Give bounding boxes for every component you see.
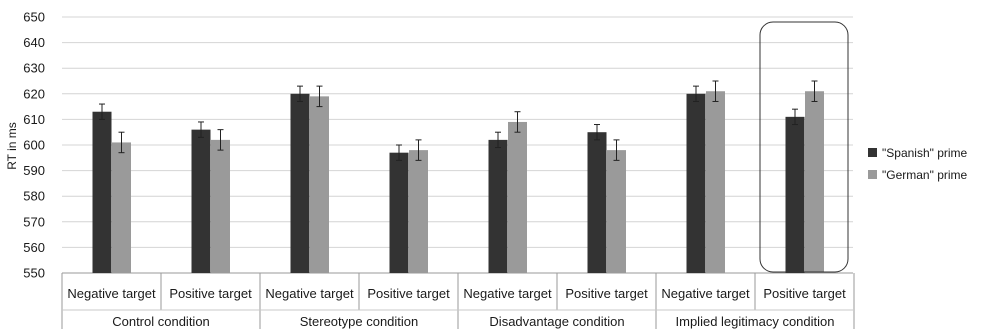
x-axis: Negative target Positive target Negative t… — [61, 273, 855, 329]
bar-spanish — [92, 111, 112, 273]
y-axis-ticks: 550 560 570 580 590 600 610 620 630 640 650 — [23, 10, 45, 281]
group-label: Disadvantage condition — [489, 314, 624, 329]
y-tick-label: 560 — [23, 240, 45, 255]
bar-german — [508, 121, 527, 274]
bar-german — [310, 96, 329, 273]
bar-spanish — [686, 93, 706, 273]
legend-label: "German" prime — [882, 168, 968, 182]
x-tick-label: Negative target — [661, 286, 750, 301]
y-tick-label: 590 — [23, 163, 45, 178]
y-tick-label: 600 — [23, 138, 45, 153]
group-label: Stereotype condition — [300, 314, 419, 329]
bar-german — [706, 91, 725, 274]
y-tick-label: 650 — [23, 10, 45, 25]
bar-german — [112, 142, 131, 273]
bar-spanish — [587, 132, 607, 273]
x-tick-label: Positive target — [169, 286, 252, 301]
group-label: Implied legitimacy condition — [676, 314, 835, 329]
x-tick-label: Positive target — [367, 286, 450, 301]
y-tick-label: 550 — [23, 266, 45, 281]
legend: "Spanish" prime "German" prime — [868, 146, 968, 182]
bar-german — [409, 150, 428, 273]
bar-spanish — [290, 93, 310, 273]
bar-spanish — [488, 139, 508, 273]
y-tick-label: 610 — [23, 112, 45, 127]
highlight-box — [759, 21, 849, 273]
bar-spanish — [785, 116, 805, 273]
y-tick-label: 630 — [23, 61, 45, 76]
bars — [92, 80, 824, 274]
gridlines — [62, 16, 853, 274]
y-tick-label: 620 — [23, 86, 45, 101]
legend-swatch — [868, 170, 877, 179]
y-axis-label: RT in ms — [5, 122, 19, 170]
legend-swatch — [868, 148, 877, 157]
y-tick-label: 570 — [23, 214, 45, 229]
x-tick-label: Negative target — [67, 286, 156, 301]
bar-german — [211, 139, 230, 273]
x-tick-label: Positive target — [565, 286, 648, 301]
group-label: Control condition — [112, 314, 210, 329]
y-tick-label: 640 — [23, 35, 45, 50]
bar-german — [805, 91, 824, 274]
bar-german — [607, 150, 626, 273]
x-tick-label: Negative target — [265, 286, 354, 301]
bar-spanish — [191, 129, 211, 273]
legend-label: "Spanish" prime — [882, 146, 968, 160]
x-tick-label: Positive target — [763, 286, 846, 301]
bar-spanish — [389, 152, 409, 273]
y-tick-label: 580 — [23, 189, 45, 204]
x-tick-label: Negative target — [463, 286, 552, 301]
